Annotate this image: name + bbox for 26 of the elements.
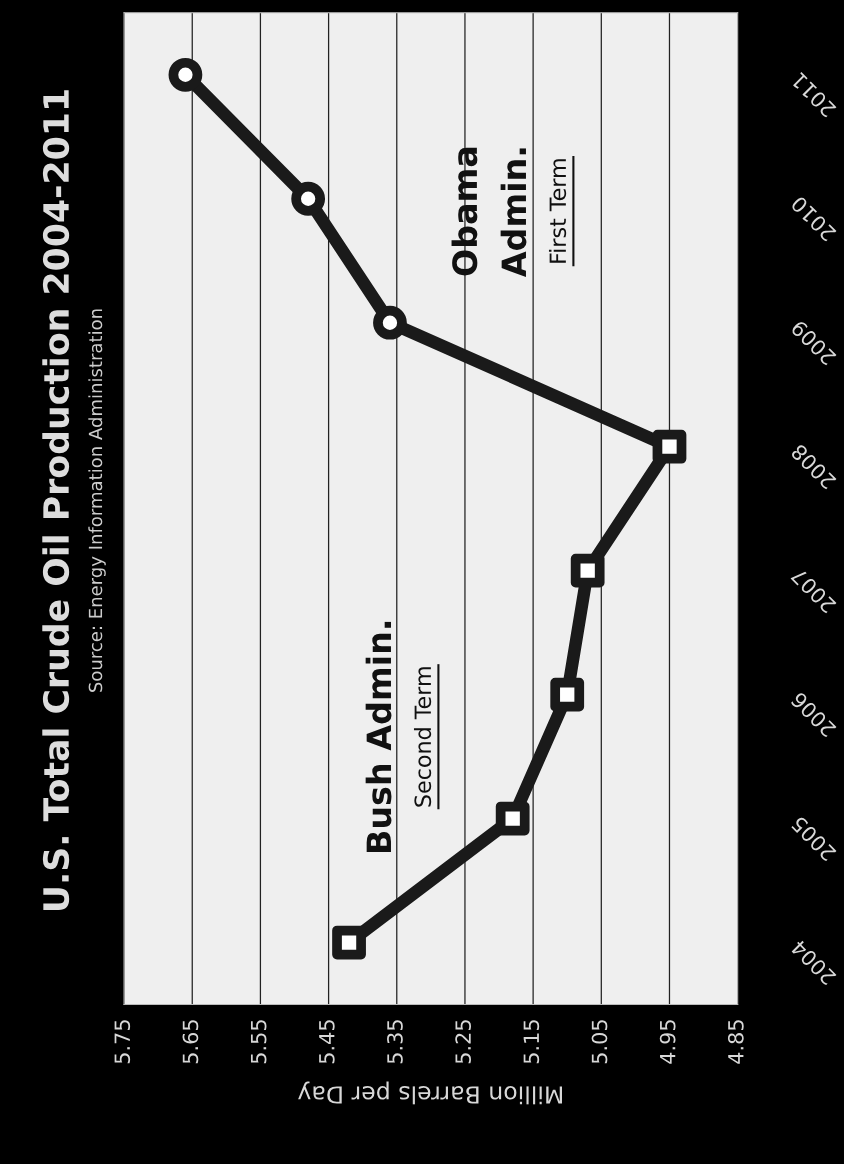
point [495,801,530,836]
x-tick-label: 5.35 [387,1020,403,1064]
x-tick-label: 5.25 [455,1020,471,1064]
x-tick-label: 5.45 [319,1020,335,1064]
point [373,305,407,340]
x-tick-label: 5.15 [523,1020,540,1064]
point [570,553,605,588]
point [332,925,366,960]
x-tick-label: 5.55 [250,1020,267,1064]
annotation: Admin. [500,148,527,278]
annotation: Obama [451,147,478,276]
x-tick-label: 5.05 [591,1020,608,1064]
text: Source: Energy Information Administration [88,309,106,692]
x-tick-label: 5.65 [182,1020,199,1064]
x-axis-title: Million Barrels per Day [298,1081,562,1105]
x-tick-label: 5.75 [114,1020,131,1064]
point [550,677,585,712]
point [652,429,687,464]
x-tick-label: 4.85 [727,1020,744,1064]
point [291,181,326,216]
x-tick-label: 4.95 [659,1020,676,1064]
text: U.S. Total Crude Oil Production 2004-2011 [42,90,70,910]
point [168,57,203,92]
annotation: Second Term [413,667,432,807]
annotation: First Term [548,159,567,263]
annotation: Bush Admin. [365,621,392,852]
